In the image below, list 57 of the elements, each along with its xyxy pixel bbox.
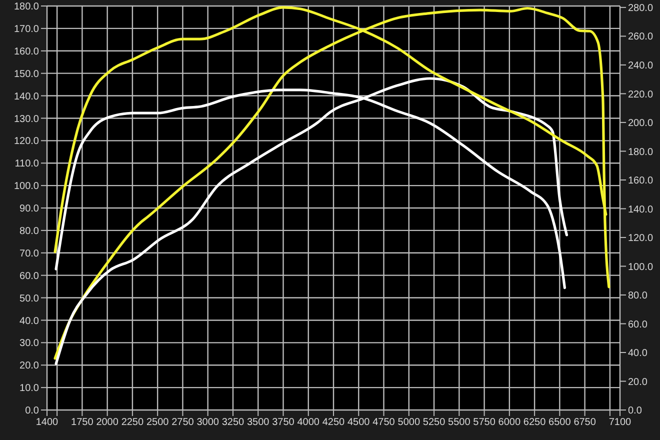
x-tick-label: 1750 — [71, 417, 94, 428]
y-tick-label: 130.0 — [14, 114, 40, 125]
x-tick-label: 3750 — [272, 417, 295, 428]
x-tick-label: 5000 — [398, 417, 420, 428]
y-tick-label: 90.0 — [20, 204, 40, 215]
x-tick-label: 6750 — [574, 417, 596, 428]
y-tick-label: 100.0 — [14, 181, 40, 192]
y-tick-label: 140.0 — [14, 91, 40, 102]
y-tick-label: 180.0 — [14, 2, 40, 13]
y2-tick-label: 20.0 — [628, 376, 648, 388]
y2-tick-label: 40.0 — [628, 348, 648, 360]
y-tick-label: 30.0 — [20, 338, 40, 350]
y-tick-label: 20.0 — [20, 360, 40, 372]
y-tick-label: 80.0 — [20, 226, 40, 237]
x-tick-label: 4500 — [348, 417, 370, 428]
y-tick-label: 60.0 — [20, 270, 40, 282]
x-tick-label: 2250 — [121, 417, 144, 428]
x-tick-label: 3250 — [222, 417, 245, 428]
x-tick-label: 6500 — [548, 417, 572, 428]
y2-tick-label: 280.0 — [628, 2, 654, 14]
x-tick-label: 2000 — [96, 417, 119, 428]
y2-tick-label: 260.0 — [628, 32, 654, 43]
x-tick-label: 4250 — [322, 417, 346, 428]
y2-tick-label: 140.0 — [628, 204, 654, 216]
y-tick-label: 150.0 — [14, 68, 40, 80]
x-tick-label: 6250 — [523, 417, 546, 428]
y2-tick-label: 180.0 — [628, 146, 654, 158]
y-tick-label: 120.0 — [14, 136, 40, 148]
x-tick-label: 6000 — [498, 417, 521, 428]
y-tick-label: 70.0 — [20, 248, 40, 260]
x-tick-label: 5750 — [473, 417, 496, 428]
x-tick-label: 4000 — [297, 417, 320, 428]
x-tick-label: 7100 — [608, 417, 632, 428]
y2-tick-label: 100.0 — [628, 262, 654, 273]
y2-tick-label: 200.0 — [628, 118, 654, 130]
y2-tick-label: 120.0 — [628, 233, 654, 244]
y2-tick-label: 80.0 — [628, 290, 648, 302]
x-tick-label: 4750 — [372, 417, 396, 428]
y2-tick-label: 60.0 — [628, 319, 648, 330]
y-tick-label: 0.0 — [25, 406, 40, 417]
y2-tick-label: 220.0 — [628, 89, 654, 100]
x-tick-label: 5250 — [422, 417, 446, 428]
x-tick-label: 3500 — [246, 417, 270, 428]
y-tick-label: 110.0 — [14, 158, 40, 170]
x-tick-label: 2500 — [146, 417, 170, 428]
x-tick-label: 5500 — [448, 417, 471, 428]
y-tick-label: 50.0 — [20, 293, 40, 304]
y-tick-label: 160.0 — [14, 46, 40, 58]
y2-tick-label: 160.0 — [628, 176, 654, 187]
x-tick-label: 3000 — [196, 417, 220, 428]
x-tick-label: 1400 — [36, 417, 59, 428]
y2-tick-label: 240.0 — [628, 60, 654, 72]
x-tick-label: 2750 — [172, 417, 194, 428]
y-tick-label: 170.0 — [14, 24, 40, 35]
y-tick-label: 10.0 — [20, 383, 40, 394]
y2-tick-label: 0.0 — [628, 406, 642, 417]
y-tick-label: 40.0 — [20, 316, 40, 327]
